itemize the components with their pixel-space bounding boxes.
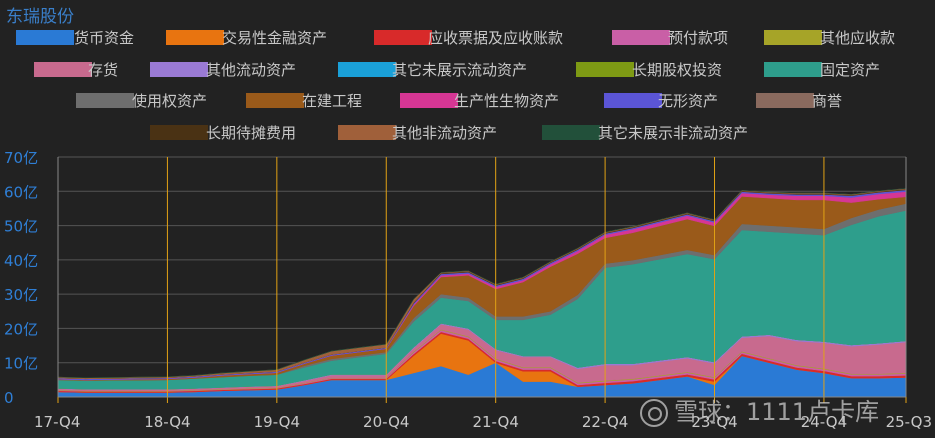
legend-label-12: 生产性生物资产	[454, 92, 559, 110]
x-tick-label-0: 17-Q4	[34, 413, 80, 431]
legend-label-5: 存货	[88, 61, 118, 79]
x-tick-label-2: 19-Q4	[254, 413, 300, 431]
legend-swatch-4	[764, 30, 822, 45]
legend-label-9: 固定资产	[820, 61, 880, 79]
legend-label-4: 其他应收款	[820, 29, 895, 47]
watermark-text: 雪球：1111卢卡库	[674, 398, 880, 426]
legend-label-14: 商誉	[812, 92, 842, 110]
x-tick-label-7: 24-Q4	[801, 413, 847, 431]
legend-swatch-13	[604, 93, 662, 108]
legend-label-13: 无形资产	[658, 92, 718, 110]
area-layers	[57, 188, 907, 398]
legend-swatch-9	[764, 62, 822, 77]
legend-swatch-15	[150, 125, 208, 140]
legend-swatch-2	[374, 30, 432, 45]
legend-swatch-3	[612, 30, 670, 45]
y-tick-label-5: 50亿	[4, 218, 38, 236]
y-tick-label-7: 70亿	[4, 149, 38, 167]
legend-label-11: 在建工程	[302, 92, 362, 110]
y-tick-label-4: 40亿	[4, 252, 38, 270]
x-tick-label-4: 21-Q4	[472, 413, 518, 431]
legend-label-16: 其他非流动资产	[392, 124, 497, 142]
legend-label-17: 其它未展示非流动资产	[598, 124, 748, 142]
y-tick-label-6: 60亿	[4, 183, 38, 201]
watermark-logo-icon	[640, 399, 668, 427]
legend-label-2: 应收票据及应收账款	[428, 29, 563, 47]
legend-swatch-12	[400, 93, 458, 108]
legend-swatch-14	[756, 93, 814, 108]
legend-label-3: 预付款项	[668, 29, 728, 47]
legend-swatch-1	[166, 30, 224, 45]
company-name: 东瑞股份	[6, 7, 74, 27]
legend-label-6: 其他流动资产	[206, 61, 296, 79]
legend-swatch-11	[246, 93, 304, 108]
legend-swatch-6	[150, 62, 208, 77]
legend-swatch-0	[16, 30, 74, 45]
legend-swatch-7	[338, 62, 396, 77]
x-tick-label-8: 25-Q3	[886, 413, 932, 431]
legend-label-7: 其它未展示流动资产	[392, 61, 527, 79]
x-tick-label-6: 23-Q4	[691, 413, 737, 431]
y-tick-label-0: 0	[4, 389, 14, 407]
x-tick-label-5: 22-Q4	[582, 413, 628, 431]
legend-label-8: 长期股权投资	[632, 61, 722, 79]
watermark: 雪球：1111卢卡库	[640, 392, 879, 427]
legend-swatch-5	[34, 62, 92, 77]
y-tick-label-2: 20亿	[4, 320, 38, 338]
legend-label-15: 长期待摊费用	[206, 124, 296, 142]
x-tick-label-1: 18-Q4	[144, 413, 190, 431]
legend-swatch-10	[76, 93, 134, 108]
legend-label-1: 交易性金融资产	[222, 29, 327, 47]
legend-swatch-17	[542, 125, 600, 140]
legend-swatch-16	[338, 125, 396, 140]
legend-label-10: 使用权资产	[132, 92, 207, 110]
legend-label-0: 货币资金	[74, 29, 134, 47]
x-tick-label-3: 20-Q4	[363, 413, 409, 431]
y-tick-label-3: 30亿	[4, 286, 38, 304]
legend-swatch-8	[576, 62, 634, 77]
y-tick-label-1: 10亿	[4, 355, 38, 373]
